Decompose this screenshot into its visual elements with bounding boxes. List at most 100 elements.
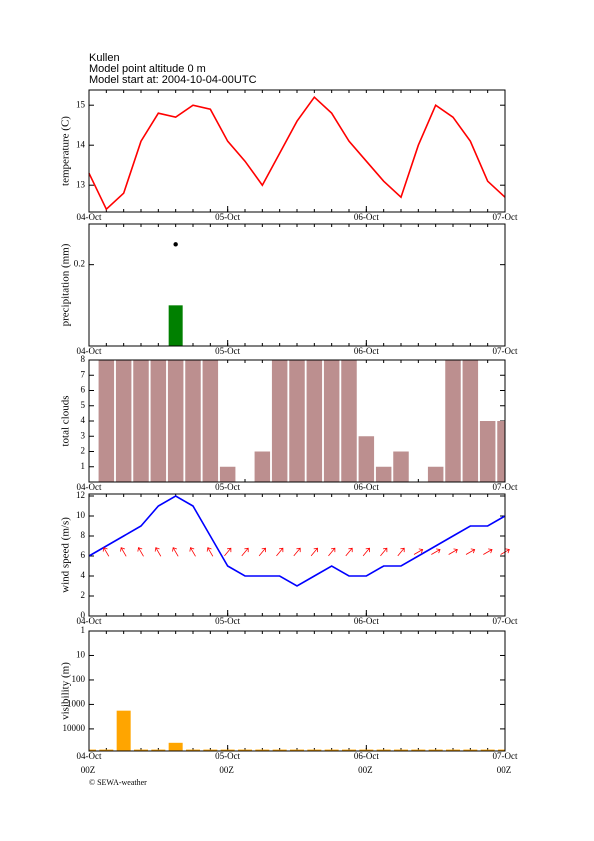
bar [271, 360, 288, 482]
bar [202, 360, 219, 482]
y-tick-label: 8 [81, 530, 86, 540]
x-tick-label: 05-Oct [215, 212, 240, 222]
x-tick-label: 05-Oct [215, 346, 240, 356]
bar [446, 749, 460, 751]
x-tick-label: 04-Oct [77, 212, 102, 222]
data-line [88, 96, 506, 211]
bar [203, 749, 218, 751]
bar [480, 749, 495, 751]
wind-arrow [258, 547, 266, 557]
bar [411, 749, 426, 751]
y-tick-label: 6 [81, 385, 86, 395]
y-tick-label: 3 [81, 430, 86, 440]
y-axis-label: total clouds [60, 395, 72, 446]
x-tick-label: 06-Oct [354, 616, 379, 626]
bar [99, 749, 114, 751]
x-tick-label: 05-Oct [215, 616, 240, 626]
panel-frame [88, 630, 506, 752]
wind-arrow [102, 547, 110, 557]
y-tick-label: 10000 [63, 723, 86, 733]
wind-arrow [483, 548, 493, 555]
bar [428, 749, 443, 751]
panel-frame [88, 223, 506, 347]
bar [376, 749, 391, 751]
x-tick-label: 07-Oct [493, 346, 518, 356]
wind-arrow [448, 548, 458, 555]
bar [393, 451, 409, 482]
wind-arrow [362, 547, 370, 557]
wind-arrow [120, 547, 127, 557]
bar [151, 749, 166, 751]
wind-arrow [345, 547, 353, 557]
y-tick-label: 0.2 [74, 259, 85, 269]
bar [134, 749, 148, 751]
data-line [88, 495, 506, 587]
wind-arrow [154, 547, 162, 557]
y-tick-label: 4 [81, 415, 86, 425]
x-tick-label: 06-Oct [354, 346, 379, 356]
bar [115, 360, 132, 482]
station-name: Kullen [89, 52, 120, 64]
x-tick-sublabel: 00Z [358, 765, 373, 775]
y-tick-label: 13 [76, 179, 86, 189]
bar [394, 749, 408, 751]
y-tick-label: 2 [81, 590, 86, 600]
bar [133, 360, 149, 482]
y-tick-label: 4 [81, 570, 86, 580]
bar [324, 749, 339, 751]
y-tick-label: 15 [76, 99, 86, 109]
bar [186, 749, 200, 751]
y-axis-label: temperature (C) [60, 116, 72, 186]
bar [116, 710, 131, 751]
bar [272, 749, 287, 751]
wind-arrow [137, 547, 144, 557]
x-tick-label: 05-Oct [215, 751, 240, 761]
model-start: Model start at: 2004-10-04-00UTC [89, 74, 257, 86]
bar [254, 451, 271, 482]
x-tick-label: 06-Oct [354, 212, 379, 222]
wind-arrow [310, 547, 318, 557]
x-tick-label: 07-Oct [493, 616, 518, 626]
bar [359, 749, 374, 751]
wind-arrow [189, 547, 196, 557]
x-tick-label: 06-Oct [354, 482, 379, 492]
y-tick-label: 2 [81, 446, 86, 456]
y-tick-label: 6 [81, 550, 86, 560]
bar [150, 360, 167, 482]
y-axis-label: precipitation (mm) [60, 243, 72, 326]
bar [289, 360, 305, 482]
wind-arrow [465, 548, 476, 555]
panel-frame [88, 493, 506, 617]
bar [220, 749, 235, 751]
bar [307, 749, 322, 751]
wind-arrow [397, 547, 405, 557]
bar [290, 749, 304, 751]
bar [498, 749, 505, 751]
wind-arrow [413, 548, 424, 555]
bar [341, 360, 357, 482]
x-tick-label: 05-Oct [215, 482, 240, 492]
bar [375, 466, 392, 482]
x-tick-label: 07-Oct [493, 482, 518, 492]
y-tick-label: 12 [76, 490, 85, 500]
copyright: © SEWA-weather [89, 778, 147, 787]
x-tick-label: 04-Oct [77, 346, 102, 356]
wind-arrow [328, 547, 336, 557]
x-tick-label: 04-Oct [77, 616, 102, 626]
bar [219, 466, 236, 482]
y-tick-label: 1 [81, 625, 86, 635]
altitude: Model point altitude 0 m [89, 63, 206, 75]
max-point [173, 242, 178, 247]
x-tick-sublabel: 00Z [81, 765, 96, 775]
x-tick-label: 06-Oct [354, 751, 379, 761]
wind-arrow [172, 547, 179, 557]
x-tick-label: 04-Oct [77, 751, 102, 761]
y-axis-label: visibility (m) [60, 662, 72, 720]
x-tick-label: 04-Oct [77, 482, 102, 492]
bar [427, 466, 444, 482]
bar [168, 742, 183, 751]
panel-frame [88, 359, 506, 483]
wind-arrow [206, 547, 214, 557]
bar [185, 360, 201, 482]
